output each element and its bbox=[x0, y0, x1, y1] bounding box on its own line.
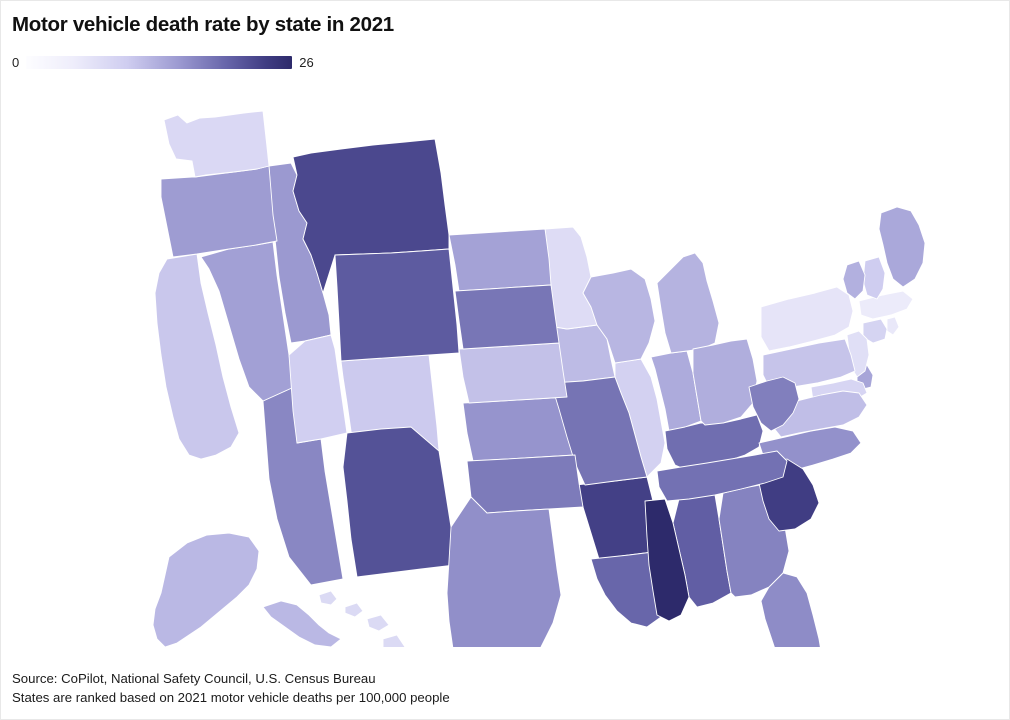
legend-max-label: 26 bbox=[299, 55, 314, 70]
us-states-svg: Alabama: 20.2Alaska: 11.9Arizona: 16.6Ar… bbox=[152, 110, 926, 647]
state-vt[interactable]: Vermont: 12.7 bbox=[842, 260, 866, 300]
state-ca[interactable]: California: 10.5 bbox=[154, 253, 240, 460]
state-ny[interactable]: New York: 6.1 bbox=[760, 286, 854, 352]
state-ut[interactable]: Utah: 9.5 bbox=[288, 334, 348, 444]
state-wa[interactable]: Washington: 8.1 bbox=[163, 110, 270, 178]
state-ok[interactable]: Oklahoma: 17.6 bbox=[466, 454, 584, 514]
footer-notes: Source: CoPilot, National Safety Council… bbox=[12, 669, 450, 707]
state-wy[interactable]: Wyoming: 20.5 bbox=[334, 248, 460, 362]
state-ne[interactable]: Nebraska: 11.1 bbox=[458, 342, 568, 404]
state-or[interactable]: Oregon: 14.7 bbox=[160, 165, 278, 258]
legend-gradient-bar bbox=[26, 56, 293, 69]
footer-method: States are ranked based on 2021 motor ve… bbox=[12, 689, 450, 705]
state-hi[interactable]: Hawaii: 7.8 bbox=[318, 590, 406, 647]
states-group: Alabama: 20.2Alaska: 11.9Arizona: 16.6Ar… bbox=[152, 110, 926, 647]
state-sd[interactable]: South Dakota: 18.1 bbox=[454, 284, 560, 350]
state-wv[interactable]: West Virginia: 17.3 bbox=[748, 376, 800, 432]
state-tn[interactable]: Tennessee: 18.5 bbox=[656, 450, 788, 502]
state-me[interactable]: Maine: 13.5 bbox=[878, 206, 926, 288]
footer-source: Source: CoPilot, National Safety Council… bbox=[12, 670, 376, 686]
state-ma[interactable]: Massachusetts: 5 bbox=[858, 290, 914, 320]
state-nh[interactable]: New Hampshire: 9.8 bbox=[862, 256, 886, 300]
state-fl[interactable]: Florida: 16.1 bbox=[760, 572, 823, 647]
state-tx[interactable]: Texas: 15.9 bbox=[446, 496, 562, 647]
state-ms[interactable]: Mississippi: 26 bbox=[644, 498, 690, 622]
state-ak[interactable]: Alaska: 11.9 bbox=[152, 532, 342, 647]
legend-min-label: 0 bbox=[12, 55, 20, 70]
choropleth-map: Alabama: 20.2Alaska: 11.9Arizona: 16.6Ar… bbox=[1, 87, 1009, 647]
state-mi[interactable]: Michigan: 12.4 bbox=[656, 252, 720, 354]
state-ri[interactable]: Rhode Island: 5.5 bbox=[886, 316, 900, 336]
state-oh[interactable]: Ohio: 12.9 bbox=[692, 338, 758, 426]
color-legend: 0 26 bbox=[12, 56, 314, 69]
state-nd[interactable]: North Dakota: 14.1 bbox=[448, 228, 552, 292]
state-wi[interactable]: Wisconsin: 12.1 bbox=[582, 268, 656, 364]
page-title: Motor vehicle death rate by state in 202… bbox=[12, 13, 394, 36]
state-nm[interactable]: New Mexico: 21.4 bbox=[342, 426, 456, 578]
